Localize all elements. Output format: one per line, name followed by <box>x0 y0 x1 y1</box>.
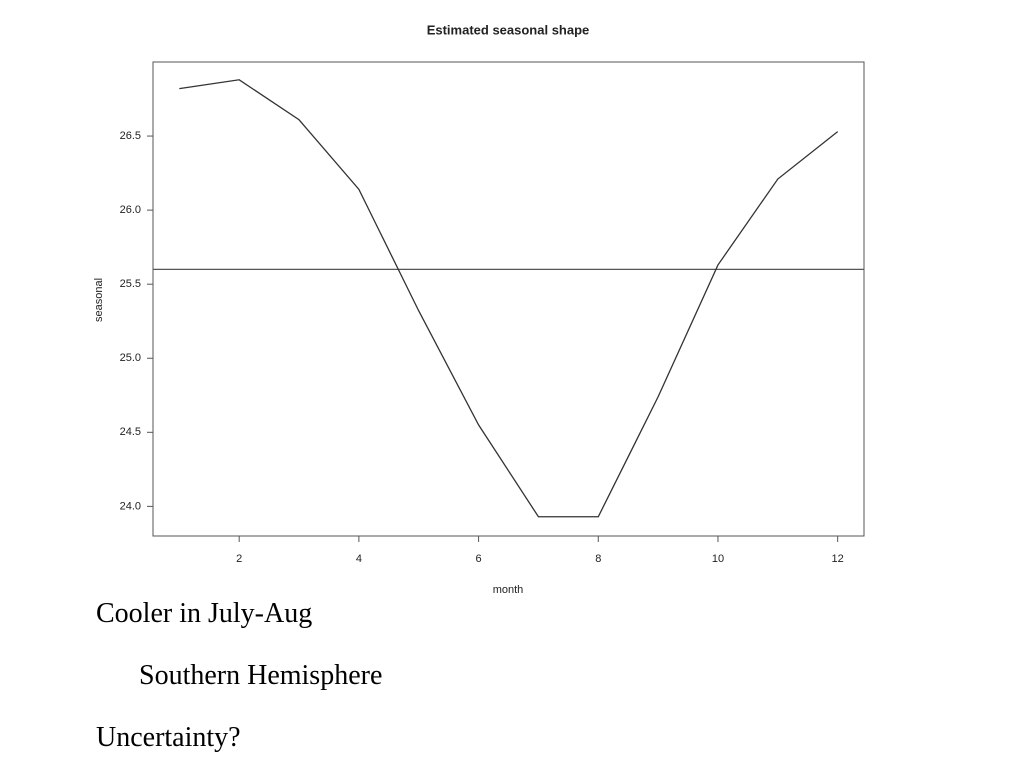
x-tick-label: 2 <box>236 553 242 565</box>
y-tick-label: 25.0 <box>120 352 141 364</box>
y-axis-label: seasonal <box>93 278 105 322</box>
x-tick-label: 8 <box>595 553 601 565</box>
y-tick-label: 26.5 <box>120 130 141 142</box>
data-line <box>179 79 839 518</box>
chart: Estimated seasonal shape month seasonal … <box>93 22 865 596</box>
bullet-text: Uncertainty? <box>96 722 241 753</box>
x-tick-label: 10 <box>712 553 724 565</box>
x-tick-label: 6 <box>476 553 482 565</box>
chart-title: Estimated seasonal shape <box>427 22 590 37</box>
y-tick-label: 25.5 <box>120 278 141 290</box>
x-tick-label: 12 <box>832 553 844 565</box>
bullet-text: Cooler in July-Aug <box>96 598 313 629</box>
y-tick-label: 24.5 <box>120 426 141 438</box>
x-axis-label: month <box>493 584 524 596</box>
plot-frame <box>152 61 865 537</box>
y-tick-label: 26.0 <box>120 204 141 216</box>
y-tick-label: 24.0 <box>120 500 141 512</box>
x-tick-label: 4 <box>356 553 362 565</box>
bullet-text: Southern Hemisphere <box>139 660 383 691</box>
